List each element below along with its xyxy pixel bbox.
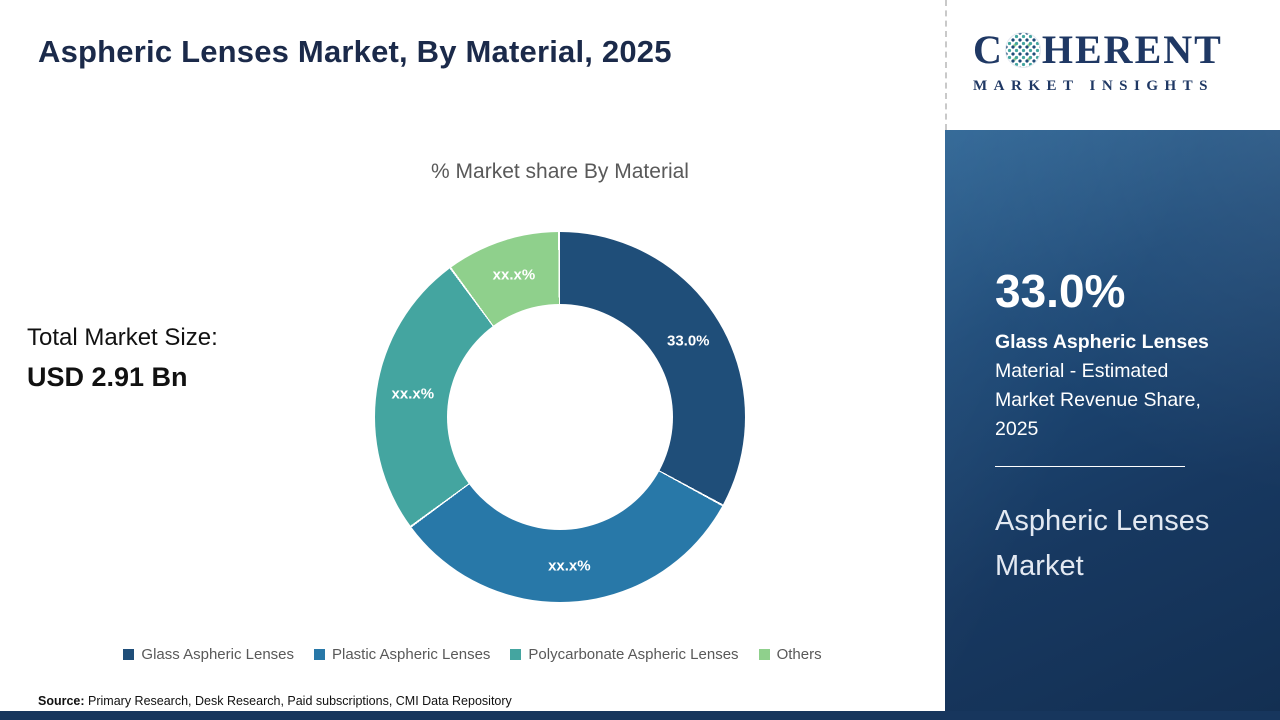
slice-label-others: xx.x% [492, 266, 536, 284]
bottom-bar [0, 711, 1280, 720]
total-market-size: Total Market Size: USD 2.91 Bn [27, 324, 218, 393]
brand-tagline: MARKET INSIGHTS [973, 78, 1215, 94]
stat-description: Glass Aspheric Lenses Material - Estimat… [995, 328, 1223, 444]
page-title: Aspheric Lenses Market, By Material, 202… [38, 34, 672, 69]
legend-swatch-glass [123, 649, 135, 660]
donut-chart-area: 33.0% xx.x% xx.x% xx.x% [375, 232, 745, 602]
total-market-size-label: Total Market Size: [27, 324, 218, 351]
total-market-size-value: USD 2.91 Bn [27, 362, 188, 392]
sidebar-panel: 33.0% Glass Aspheric Lenses Material - E… [945, 130, 1280, 712]
donut-hole [447, 304, 673, 530]
legend-swatch-plastic [314, 649, 325, 660]
legend-swatch-others [758, 649, 770, 660]
stat-value: 33.0% [995, 265, 1126, 317]
stat-description-rest: Material - Estimated Market Revenue Shar… [995, 360, 1201, 440]
market-name: Aspheric Lenses Market [995, 505, 1210, 582]
logo-globe-icon [1004, 32, 1041, 68]
legend-label-polycarbonate: Polycarbonate Aspheric Lenses [528, 646, 739, 663]
stat-description-bold: Glass Aspheric Lenses [995, 331, 1209, 353]
slice-label-polycarbonate: xx.x% [391, 385, 435, 403]
legend-label-glass: Glass Aspheric Lenses [141, 646, 294, 663]
brand-prefix: C [973, 27, 1004, 72]
legend-label-others: Others [776, 646, 822, 663]
legend-item-plastic: Plastic Aspheric Lenses [314, 646, 490, 663]
source-line: Source: Primary Research, Desk Research,… [38, 694, 512, 708]
legend-item-glass: Glass Aspheric Lenses [123, 646, 294, 663]
legend-swatch-polycarbonate [510, 649, 522, 660]
source-label: Source: [38, 694, 85, 708]
chart-legend: Glass Aspheric Lenses Plastic Aspheric L… [0, 646, 945, 663]
donut-chart: 33.0% xx.x% xx.x% xx.x% [375, 232, 745, 602]
legend-label-plastic: Plastic Aspheric Lenses [332, 646, 491, 663]
slice-label-plastic: xx.x% [548, 557, 591, 575]
chart-title: % Market share By Material [431, 160, 689, 183]
brand-wordmark: C HERENT [973, 30, 1280, 70]
divider [995, 466, 1185, 467]
main-content: Aspheric Lenses Market, By Material, 202… [0, 34, 945, 708]
legend-item-others: Others [758, 646, 822, 663]
legend-item-polycarbonate: Polycarbonate Aspheric Lenses [510, 646, 739, 663]
brand-suffix: HERENT [1041, 27, 1223, 72]
slice-label-glass: 33.0% [666, 332, 710, 350]
source-text: Primary Research, Desk Research, Paid su… [84, 694, 512, 708]
brand-logo: C HERENT MARKET INSIGHTS [945, 0, 1280, 130]
